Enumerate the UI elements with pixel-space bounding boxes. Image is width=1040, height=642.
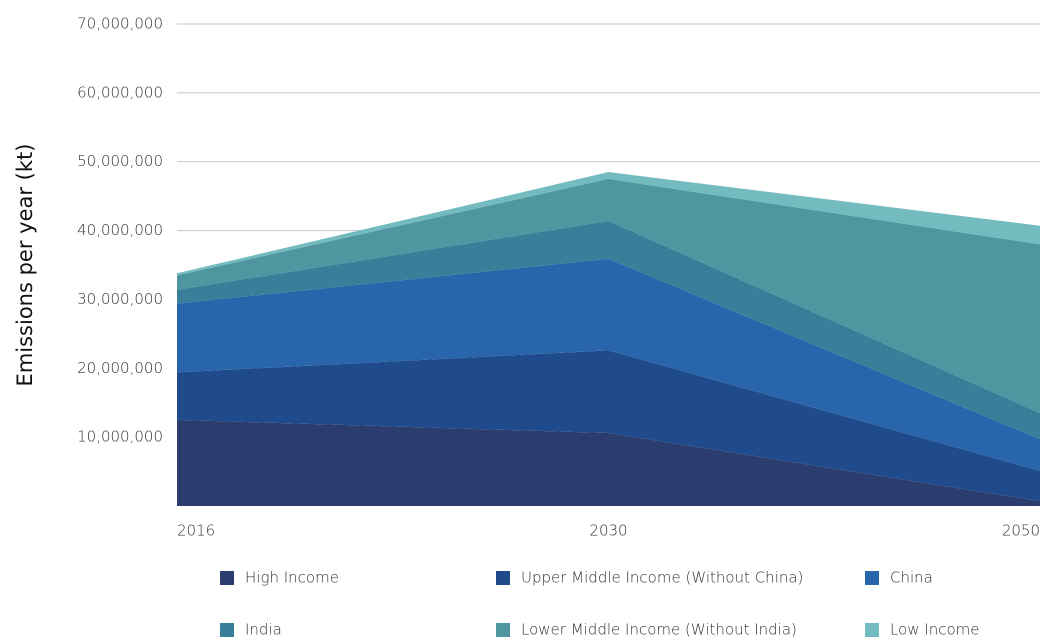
x-tick-label: 2016	[177, 522, 215, 540]
y-tick-label: 50,000,000	[77, 152, 163, 170]
legend-swatch	[496, 571, 510, 585]
legend-swatch	[496, 623, 510, 637]
legend-label: High Income	[245, 569, 339, 587]
y-tick-label: 10,000,000	[77, 428, 163, 446]
area	[177, 350, 1040, 502]
legend-swatch	[865, 623, 879, 637]
y-tick-label: 40,000,000	[77, 221, 163, 239]
y-tick-label: 70,000,000	[77, 15, 163, 33]
legend-label: Low Income	[890, 621, 980, 639]
y-tick-label: 60,000,000	[77, 83, 163, 101]
x-tick-label: 2030	[589, 522, 627, 540]
area	[177, 178, 1040, 414]
legend-label: India	[245, 621, 282, 639]
legend-swatch	[220, 571, 234, 585]
x-tick-label: 2050	[1002, 522, 1040, 540]
legend-label: Upper Middle Income (Without China)	[521, 569, 803, 587]
legend-label: Lower Middle Income (Without India)	[521, 621, 797, 639]
legend-label: China	[890, 569, 933, 587]
legend-swatch	[220, 623, 234, 637]
y-tick-label: 20,000,000	[77, 359, 163, 377]
legend-swatch	[865, 571, 879, 585]
area	[177, 419, 1040, 506]
area	[177, 258, 1040, 471]
area	[177, 220, 1040, 440]
y-axis-label: Emissions per year (kt)	[13, 144, 37, 387]
y-tick-label: 30,000,000	[77, 290, 163, 308]
